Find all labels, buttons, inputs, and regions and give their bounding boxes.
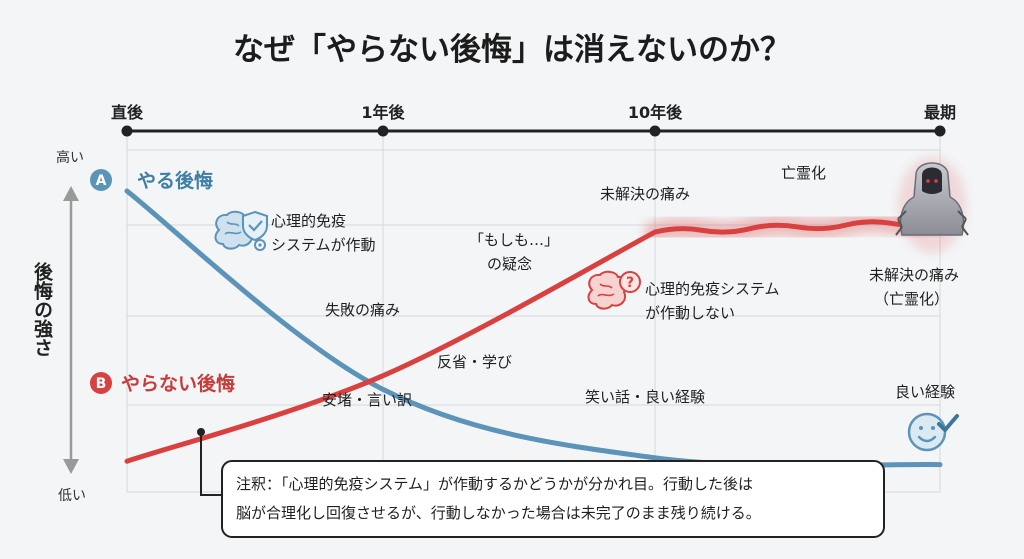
series-a-badge-letter: A — [96, 173, 107, 189]
brain-question-icon: ? — [587, 270, 641, 310]
y-axis-arrow-down — [63, 459, 79, 474]
series-a-legend: A やる後悔 — [90, 169, 213, 192]
x-tick-label-1: 1年後 — [361, 103, 405, 122]
series-b-badge-letter: B — [96, 376, 107, 392]
y-low-label: 低い — [58, 488, 86, 504]
note-leader-line — [200, 432, 222, 496]
note-box — [221, 460, 885, 538]
annotation-funny-story: 笑い話・良い経験 — [585, 388, 705, 406]
smiley-check-icon — [907, 412, 959, 452]
note-callout: 注釈：「心理的免疫システム」が作動するかどうかが分かれ目。行動した後は 脳が合理… — [197, 428, 885, 538]
note-leader-dot — [197, 428, 205, 436]
note-line-1: 注釈：「心理的免疫システム」が作動するかどうかが分かれ目。行動した後は — [236, 475, 753, 493]
x-tick-dot-1 — [377, 125, 389, 137]
annotation-unresolved-ghost-2: （亡霊化） — [874, 290, 949, 308]
y-high-label: 高い — [56, 149, 84, 166]
annotation-failure-pain: 失敗の痛み — [325, 301, 400, 319]
x-tick-label-2: 10年後 — [628, 103, 683, 122]
annotation-immune-on-1: 心理的免疫 — [271, 212, 346, 230]
note-line-2: 脳が合理化し回復させるが、行動しなかった場合は未完了のまま残り続ける。 — [236, 504, 761, 522]
series-b-line — [124, 219, 943, 464]
annotation-good-experience: 良い経験 — [895, 383, 955, 401]
annotation-what-if-1: 「もしも…」 — [469, 231, 559, 249]
annotation-what-if-2: の疑念 — [487, 255, 532, 273]
x-tick-label-0: 直後 — [111, 103, 144, 122]
annotation-unresolved-ghost-1: 未解決の痛み — [869, 266, 959, 284]
x-tick-dot-3 — [934, 125, 946, 137]
x-axis: 直後 1年後 10年後 最期 — [111, 103, 956, 137]
series-b-legend: B やらない後悔 — [90, 372, 235, 395]
x-tick-label-3: 最期 — [924, 103, 956, 122]
annotation-reflection: 反省・学び — [437, 353, 512, 371]
series-b-badge — [90, 372, 112, 394]
x-tick-dot-0 — [121, 125, 133, 137]
y-axis-title: 後悔の強さ — [31, 261, 53, 357]
annotation-immune-off-1: 心理的免疫システム — [645, 280, 780, 298]
chart-title: なぜ「やらない後悔」は消えないのか？ — [233, 32, 791, 68]
y-axis: 高い 低い 後悔の強さ — [31, 149, 86, 504]
series-a-badge — [90, 169, 112, 191]
series-b-label: やらない後悔 — [121, 372, 235, 395]
annotation-relief: 安堵・言い訳 — [322, 391, 412, 409]
x-tick-dot-2 — [649, 125, 661, 137]
annotation-unresolved-pain: 未解決の痛み — [600, 185, 690, 203]
annotation-ghost: 亡霊化 — [781, 164, 826, 182]
ghost-figure-icon — [895, 157, 969, 253]
svg-text:?: ? — [626, 275, 634, 291]
annotation-immune-on-2: システムが作動 — [271, 236, 376, 254]
series-a-label: やる後悔 — [137, 169, 213, 192]
brain-shield-icon — [214, 210, 268, 251]
annotation-immune-off-2: が作動しない — [645, 304, 735, 322]
y-axis-arrow-up — [63, 186, 79, 201]
